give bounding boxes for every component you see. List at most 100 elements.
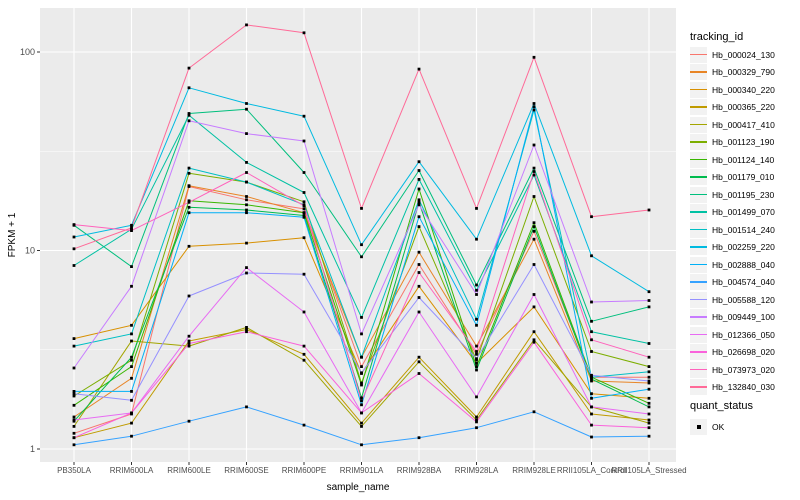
data-point xyxy=(360,355,363,359)
data-point xyxy=(590,396,593,400)
data-point xyxy=(245,161,248,164)
data-point xyxy=(417,263,421,266)
data-point xyxy=(532,102,536,105)
data-point xyxy=(187,166,191,170)
data-point xyxy=(302,310,306,314)
line-swatch-icon xyxy=(690,53,707,56)
series-color-swatch xyxy=(690,186,707,203)
y-tick-label: 100 xyxy=(20,47,35,57)
data-point xyxy=(130,358,133,362)
data-point xyxy=(245,23,248,27)
data-point xyxy=(590,377,593,381)
data-point xyxy=(245,330,248,334)
data-point xyxy=(72,425,76,428)
series-color-swatch xyxy=(690,64,707,81)
data-point xyxy=(360,381,363,385)
data-point xyxy=(475,395,478,399)
series-color-swatch xyxy=(690,309,707,326)
data-point xyxy=(647,355,651,359)
data-point xyxy=(360,255,363,259)
data-point xyxy=(475,293,478,296)
data-point xyxy=(187,184,191,188)
legend-item-Hb_002259_220: Hb_002259_220 xyxy=(690,239,775,257)
series-color-swatch xyxy=(690,221,707,238)
legend-item-label: Hb_001179_010 xyxy=(712,172,775,183)
series-color-swatch xyxy=(690,379,707,396)
x-tick-label: RRIM928BA xyxy=(397,466,442,475)
data-point xyxy=(245,328,248,331)
data-point xyxy=(647,426,651,430)
data-point xyxy=(72,235,76,239)
data-point xyxy=(647,370,651,374)
data-point xyxy=(647,375,651,379)
legend-item-Hb_026698_020: Hb_026698_020 xyxy=(690,344,775,362)
legend-item-Hb_009449_100: Hb_009449_100 xyxy=(690,309,775,327)
data-point xyxy=(417,250,421,254)
data-point xyxy=(532,293,536,296)
data-point xyxy=(475,357,478,361)
legend-item-label: Hb_000365_220 xyxy=(712,102,775,113)
line-swatch-icon xyxy=(690,71,707,73)
line-swatch-icon xyxy=(690,123,707,126)
data-point xyxy=(590,300,593,304)
data-point xyxy=(130,398,133,402)
line-swatch-icon xyxy=(690,228,707,231)
data-point xyxy=(245,241,248,245)
legend-item-label: Hb_001124_140 xyxy=(712,154,775,165)
data-point xyxy=(475,207,478,210)
data-point xyxy=(532,237,536,241)
series-color-swatch xyxy=(690,361,707,378)
data-point xyxy=(417,360,421,364)
data-point xyxy=(475,420,478,424)
data-point xyxy=(647,396,651,400)
data-point xyxy=(532,143,536,147)
data-point xyxy=(360,365,363,368)
x-tick-label: RRII105LA_Stressed xyxy=(611,466,686,475)
data-point xyxy=(302,352,306,356)
data-point xyxy=(245,266,248,269)
data-point xyxy=(72,394,76,398)
data-point xyxy=(302,211,306,215)
series-color-swatch xyxy=(690,274,707,291)
x-tick-label: PB350LA xyxy=(57,466,91,475)
data-point xyxy=(417,296,421,299)
data-point xyxy=(417,355,421,359)
data-point xyxy=(532,225,536,228)
legend-item-Hb_132840_030: Hb_132840_030 xyxy=(690,379,775,397)
data-point xyxy=(475,426,478,430)
data-point xyxy=(187,171,191,175)
data-point xyxy=(417,310,421,314)
data-point xyxy=(532,221,536,225)
legend-item-Hb_005588_120: Hb_005588_120 xyxy=(690,291,775,309)
data-point xyxy=(130,421,133,425)
data-point xyxy=(187,344,191,348)
line-swatch-icon xyxy=(690,386,707,388)
legend-item-label: Hb_001195_230 xyxy=(712,189,775,200)
data-point xyxy=(475,283,478,287)
data-point xyxy=(475,365,478,368)
data-point xyxy=(590,330,593,334)
legend-title-quant-status: quant_status xyxy=(690,400,753,412)
data-point xyxy=(302,204,306,208)
legend-item-label: Hb_001123_190 xyxy=(712,137,775,148)
data-point xyxy=(187,113,191,117)
legend-item-label: Hb_005588_120 xyxy=(712,294,775,305)
data-point xyxy=(532,340,536,344)
series-color-swatch xyxy=(690,46,707,63)
data-point xyxy=(72,344,76,348)
data-point xyxy=(245,102,248,105)
data-point xyxy=(532,330,536,334)
data-point xyxy=(590,379,593,383)
data-point xyxy=(245,405,248,409)
data-point xyxy=(130,365,133,368)
data-point xyxy=(475,368,478,372)
data-point xyxy=(417,215,421,219)
line-swatch-icon xyxy=(690,158,707,161)
x-tick-label: RRIM901LA xyxy=(340,466,384,475)
legend-item-label: Hb_000417_410 xyxy=(712,119,775,130)
x-tick-label: RRIM600SE xyxy=(224,466,268,475)
data-point xyxy=(590,392,593,396)
data-point xyxy=(590,319,593,323)
data-point xyxy=(72,223,76,226)
data-point xyxy=(417,187,421,191)
